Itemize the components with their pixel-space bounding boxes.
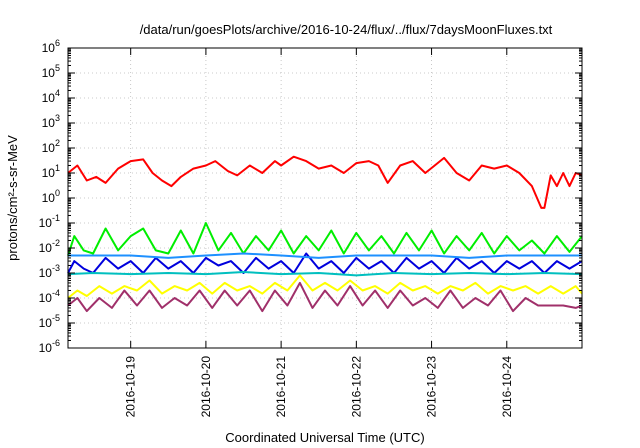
y-tick-label: 10-1 <box>39 213 60 230</box>
series-layer <box>67 155 583 313</box>
y-tick-label-base: 10 <box>42 91 56 105</box>
y-tick-label-exponent: -5 <box>52 313 60 323</box>
y-tick-label: 106 <box>42 38 60 55</box>
chart-title: /data/run/goesPlots/archive/2016-10-24/f… <box>140 22 553 37</box>
y-tick-label: 102 <box>42 138 60 155</box>
y-tick-label-base: 10 <box>42 41 56 55</box>
y-axis-label: protons/cm²-s-sr-MeV <box>5 135 20 261</box>
series-line-1 <box>67 155 583 209</box>
series-line-7 <box>67 281 583 313</box>
y-tick-label-base: 10 <box>42 66 56 80</box>
y-tick-label: 10-6 <box>39 338 60 355</box>
axis-ticks <box>68 47 582 349</box>
y-tick-label: 101 <box>42 163 60 180</box>
y-tick-label-exponent: 2 <box>55 138 60 148</box>
y-tick-label-base: 10 <box>39 266 53 280</box>
y-tick-label-exponent: -2 <box>52 238 60 248</box>
x-tick-label: 2016-10-22 <box>349 356 363 418</box>
y-tick-label-exponent: 4 <box>55 88 60 98</box>
y-tick-label-exponent: -6 <box>52 338 60 348</box>
y-tick-label-base: 10 <box>39 291 53 305</box>
y-tick-label-exponent: -4 <box>52 288 60 298</box>
x-axis-label: Coordinated Universal Time (UTC) <box>225 430 424 445</box>
y-tick-label-exponent: -3 <box>52 263 60 273</box>
x-tick-label: 2016-10-23 <box>425 356 439 418</box>
y-tick-label-exponent: 6 <box>55 38 60 48</box>
y-tick-label-base: 10 <box>39 241 53 255</box>
y-tick-label-base: 10 <box>42 116 56 130</box>
x-tick-label: 2016-10-24 <box>500 356 514 418</box>
y-tick-label: 104 <box>42 88 60 105</box>
y-axis-tick-labels: 10-610-510-410-310-210-11001011021031041… <box>39 38 60 355</box>
y-tick-label: 10-2 <box>39 238 60 255</box>
x-axis-tick-labels: 2016-10-19 2016-10-20 2016-10-21 2016-10-22… <box>124 356 514 418</box>
y-tick-label-base: 10 <box>42 191 56 205</box>
series-line-6 <box>67 274 583 299</box>
y-tick-label: 10-3 <box>39 263 60 280</box>
x-tick-label: 2016-10-21 <box>274 356 288 418</box>
y-tick-label-base: 10 <box>42 141 56 155</box>
y-tick-label: 10-4 <box>39 288 60 305</box>
y-tick-label: 103 <box>42 113 60 130</box>
y-tick-label: 105 <box>42 63 60 80</box>
y-tick-label-base: 10 <box>39 216 53 230</box>
x-tick-label: 2016-10-20 <box>199 356 213 418</box>
y-tick-label-base: 10 <box>42 166 56 180</box>
y-tick-label-exponent: -1 <box>52 213 60 223</box>
y-tick-label-exponent: 3 <box>55 113 60 123</box>
y-axis-label-text: protons/cm²-s-sr-MeV <box>5 135 20 261</box>
y-tick-label-base: 10 <box>39 316 53 330</box>
y-tick-label: 10-5 <box>39 313 60 330</box>
series-line-2 <box>67 222 583 256</box>
y-tick-label-base: 10 <box>39 341 53 355</box>
y-tick-label-exponent: 0 <box>55 188 60 198</box>
y-tick-label-exponent: 5 <box>55 63 60 73</box>
series-line-4 <box>67 271 583 277</box>
series-line-5 <box>68 252 582 259</box>
x-tick-label: 2016-10-19 <box>124 356 138 418</box>
y-tick-label: 100 <box>42 188 60 205</box>
y-tick-label-exponent: 1 <box>55 163 60 173</box>
grid-lines <box>68 48 582 348</box>
